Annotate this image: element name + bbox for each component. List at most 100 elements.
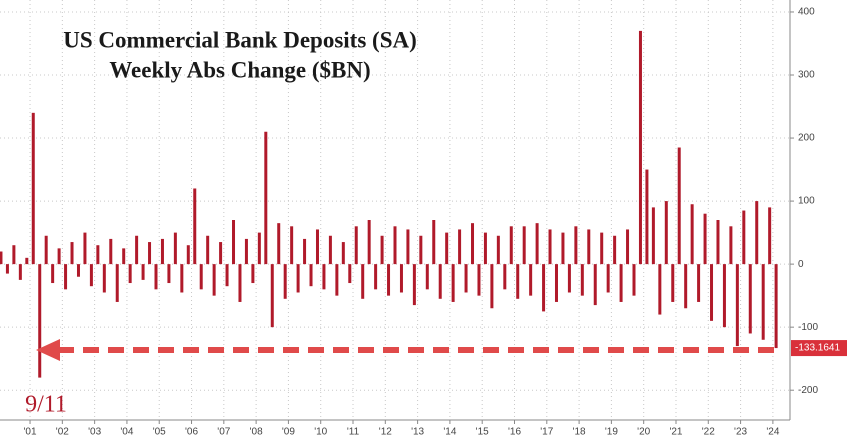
- bar: [148, 242, 152, 265]
- bar: [735, 264, 739, 347]
- bar: [522, 226, 526, 265]
- x-tick-label: '07: [217, 427, 230, 438]
- bar: [393, 226, 397, 265]
- x-tick-label: '09: [282, 427, 295, 438]
- bar: [399, 264, 403, 293]
- bar: [232, 220, 236, 265]
- bar: [619, 264, 623, 302]
- bar: [445, 232, 449, 265]
- bar: [335, 264, 339, 296]
- bar: [57, 248, 61, 265]
- bar: [18, 264, 22, 280]
- x-tick-label: '21: [669, 427, 682, 438]
- bar: [141, 264, 145, 280]
- bar: [167, 264, 171, 284]
- bar: [51, 264, 55, 284]
- bar: [561, 232, 565, 265]
- bar: [128, 264, 132, 284]
- bar: [710, 264, 714, 321]
- bar: [671, 264, 675, 302]
- bar: [0, 251, 3, 265]
- bar: [477, 264, 481, 296]
- bar: [703, 213, 707, 265]
- bar: [206, 235, 210, 265]
- bar: [102, 264, 106, 293]
- x-tick-label: '06: [185, 427, 198, 438]
- bar: [632, 264, 636, 296]
- bar: [419, 235, 423, 265]
- bar: [658, 264, 662, 315]
- bar: [173, 232, 177, 265]
- bar: [83, 232, 87, 265]
- bar: [483, 232, 487, 265]
- bar: [768, 207, 772, 265]
- bar: [109, 238, 113, 265]
- bar: [716, 220, 720, 265]
- arrow-head: [36, 339, 60, 361]
- bar: [406, 229, 410, 265]
- bar: [600, 232, 604, 265]
- bar: [96, 245, 100, 265]
- bar: [25, 257, 29, 265]
- bar: [613, 235, 617, 265]
- bars: [0, 30, 778, 378]
- bar: [684, 264, 688, 309]
- bar: [348, 264, 352, 284]
- bar: [328, 235, 332, 265]
- x-tick-label: '24: [766, 427, 779, 438]
- bar: [464, 264, 468, 293]
- bar: [458, 229, 462, 265]
- x-tick-label: '05: [153, 427, 166, 438]
- bar: [199, 264, 203, 290]
- bar: [503, 264, 507, 290]
- x-tick-label: '16: [508, 427, 521, 438]
- y-tick-label: -200: [798, 385, 818, 396]
- bar: [638, 30, 642, 265]
- bar: [257, 232, 261, 265]
- annotation: 9/11: [25, 392, 67, 418]
- bar: [774, 264, 778, 349]
- x-tick-label: '04: [120, 427, 133, 438]
- bar: [677, 147, 681, 265]
- bar: [509, 226, 513, 265]
- bar: [219, 242, 223, 265]
- bar: [548, 229, 552, 265]
- bar: [193, 188, 197, 265]
- x-tick-label: '02: [56, 427, 69, 438]
- chart-subtitle: Weekly Abs Change ($BN): [109, 57, 370, 82]
- bar: [31, 112, 35, 265]
- bar: [664, 201, 668, 265]
- bar: [283, 264, 287, 299]
- bar: [722, 264, 726, 328]
- bar: [438, 264, 442, 299]
- bar: [135, 235, 139, 265]
- bar: [12, 245, 16, 265]
- bar: [529, 264, 533, 296]
- bar: [122, 248, 126, 265]
- chart-title: US Commercial Bank Deposits (SA): [63, 27, 417, 52]
- bar: [697, 264, 701, 302]
- bar: [238, 264, 242, 302]
- bar: [490, 264, 494, 309]
- x-tick-label: '03: [88, 427, 101, 438]
- bar: [315, 229, 319, 265]
- bar: [154, 264, 158, 290]
- bar: [251, 264, 255, 284]
- bar: [76, 264, 80, 277]
- bar: [496, 235, 500, 265]
- last-value-box: [791, 340, 847, 357]
- bar: [89, 264, 93, 287]
- bar: [5, 264, 9, 274]
- bar: [387, 264, 391, 296]
- bar: [567, 264, 571, 293]
- bar: [374, 264, 378, 290]
- bar: [264, 131, 268, 265]
- bar: [742, 210, 746, 265]
- bar: [361, 264, 365, 299]
- bar: [471, 223, 475, 265]
- bar: [425, 264, 429, 290]
- x-tick-label: '12: [379, 427, 392, 438]
- x-tick-label: '20: [637, 427, 650, 438]
- bar: [354, 226, 358, 265]
- last-value-label: -133.1641: [795, 343, 840, 354]
